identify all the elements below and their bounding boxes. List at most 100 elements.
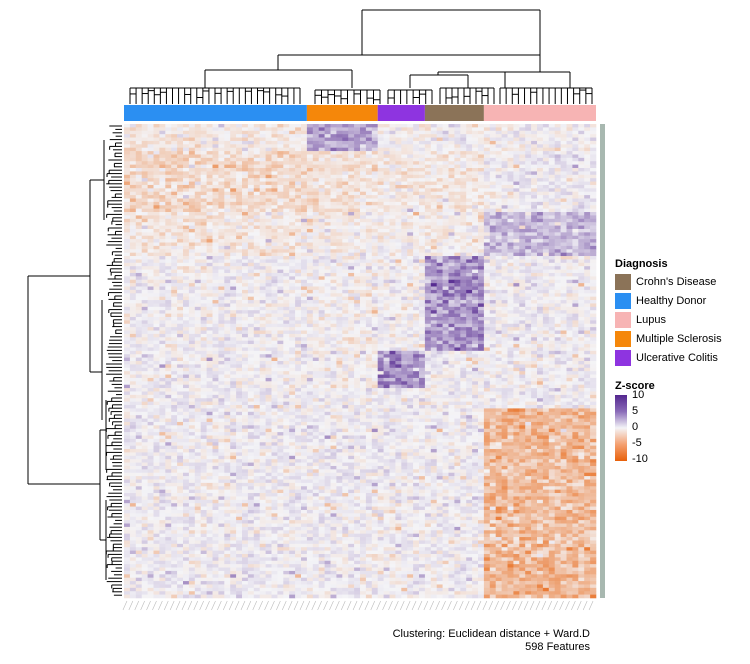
heatmap-cell [188,154,196,159]
heatmap-cell [483,154,491,159]
heatmap-cell [295,300,302,304]
heatmap-cell [483,157,491,162]
heatmap-cell [259,157,266,162]
heatmap-cell [478,171,485,176]
heatmap-cell [436,124,443,128]
heatmap-cell [218,127,225,132]
heatmap-cell [584,201,591,206]
heatmap-cell [519,212,526,216]
heatmap-cell [124,191,131,196]
heatmap-cell [171,201,178,206]
heatmap-cell [507,293,514,297]
heatmap-cell [188,293,196,297]
heatmap-cell [129,144,137,148]
heatmap-cell [230,289,237,294]
heatmap-cell [365,256,373,260]
heatmap-cell [554,249,561,253]
heatmap-cell [466,205,473,209]
heatmap-cell [413,279,420,284]
heatmap-cell [454,174,461,179]
heatmap-cell [542,222,550,226]
heatmap-cell [395,218,402,223]
heatmap-cell [253,191,260,196]
heatmap-cell [224,144,231,148]
heatmap-cell [265,127,272,132]
heatmap-cell [501,296,508,301]
heatmap-cell [236,239,243,243]
heatmap-cell [460,239,467,243]
heatmap-cell [454,276,461,281]
heatmap-cell [590,289,597,294]
heatmap-cell [460,205,467,209]
heatmap-cell [224,191,231,196]
heatmap-cell [537,191,544,196]
heatmap-cell [436,272,443,277]
heatmap-cell [124,212,131,216]
heatmap-cell [129,174,137,179]
heatmap-cell [224,269,231,274]
heatmap-cell [271,127,278,132]
heatmap-cell [230,124,237,128]
heatmap-cell [354,140,361,145]
heatmap-cell [247,272,255,277]
heatmap-cell [253,225,260,230]
heatmap-cell [531,154,538,159]
heatmap-cell [354,279,361,284]
heatmap-cell [200,252,207,257]
heatmap-cell [389,215,396,220]
heatmap-cell [312,228,319,233]
heatmap-cell [554,171,561,176]
heatmap-cell [478,283,485,287]
heatmap-cell [495,316,502,321]
heatmap-cell [336,181,343,186]
heatmap-cell [224,127,231,132]
heatmap-cell [519,266,526,270]
heatmap-cell [212,130,219,135]
heatmap-cell [271,151,278,155]
heatmap-cell [318,232,325,237]
heatmap-cell [171,272,178,277]
heatmap-cell [495,289,502,294]
heatmap-cell [578,212,585,216]
heatmap-cell [188,225,196,230]
heatmap-cell [242,181,249,186]
heatmap-cell [383,208,390,213]
heatmap-cell [371,212,378,216]
heatmap-cell [424,266,432,270]
heatmap-cell [212,127,219,132]
heatmap-cell [253,313,260,318]
heatmap-cell [330,313,337,318]
heatmap-cell [472,232,479,237]
heatmap-cell [542,279,550,284]
heatmap-cell [395,235,402,240]
heatmap-cell [584,272,591,277]
heatmap-cell [283,205,290,209]
heatmap-cell [383,198,390,203]
heatmap-cell [212,191,219,196]
heatmap-cell [271,252,278,257]
heatmap-cell [277,198,284,203]
heatmap-cell [165,313,172,318]
heatmap-cell [200,228,207,233]
heatmap-cell [135,161,142,165]
heatmap-cell [560,276,567,281]
heatmap-cell [188,201,196,206]
heatmap-cell [448,286,455,291]
heatmap-cell [460,272,467,277]
heatmap-cell [194,208,201,213]
heatmap-cell [478,195,485,199]
heatmap-cell [507,130,514,135]
heatmap-cell [419,218,426,223]
heatmap-cell [454,286,461,291]
heatmap-cell [472,218,479,223]
heatmap-cell [560,293,567,297]
heatmap-cell [525,201,532,206]
heatmap-cell [312,225,319,230]
heatmap-cell [389,174,396,179]
heatmap-cell [578,201,585,206]
heatmap-cell [395,306,402,311]
heatmap-cell [147,242,154,247]
heatmap-cell [183,151,190,155]
heatmap-cell [141,256,148,260]
heatmap-cell [236,256,243,260]
